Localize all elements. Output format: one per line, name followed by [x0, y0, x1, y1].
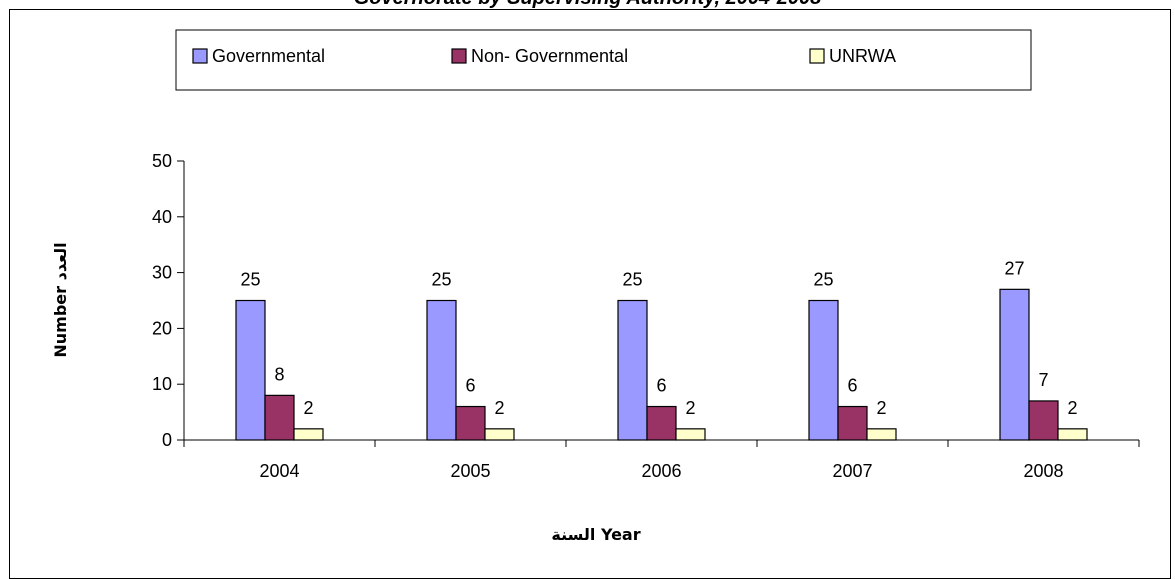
- x-category-label: 2004: [259, 461, 299, 481]
- data-label: 6: [847, 376, 857, 396]
- x-axis-title: السنة Year: [551, 525, 640, 544]
- x-category-label: 2006: [641, 461, 681, 481]
- data-label: 2: [494, 398, 504, 418]
- x-category-label: 2007: [832, 461, 872, 481]
- y-tick-label: 30: [152, 263, 172, 283]
- bar-unrwa: [293, 428, 324, 441]
- data-label: 25: [240, 270, 260, 290]
- bar-unrwa: [484, 428, 515, 441]
- legend-label: Non- Governmental: [471, 46, 628, 66]
- bar-non-governmental: [264, 394, 295, 441]
- y-tick-label: 20: [152, 318, 172, 338]
- data-label: 8: [274, 364, 284, 384]
- bars: [235, 288, 1088, 441]
- legend-label: UNRWA: [829, 46, 896, 66]
- bar-non-governmental: [455, 405, 486, 441]
- axes: 0 10 20 30 40 50 2004 2005 2006 2007 2008: [152, 151, 1140, 481]
- x-category-label: 2008: [1023, 461, 1063, 481]
- data-label: 6: [465, 376, 475, 396]
- data-label: 2: [685, 398, 695, 418]
- bar-governmental: [999, 288, 1030, 441]
- y-tick-label: 40: [152, 207, 172, 227]
- data-label: 2: [303, 398, 313, 418]
- legend-swatch: [192, 48, 208, 64]
- y-axis-title: Number العدد: [51, 242, 70, 357]
- x-category-label: 2005: [450, 461, 490, 481]
- bar-unrwa: [866, 428, 897, 441]
- legend-swatch: [809, 48, 825, 64]
- y-tick-label: 0: [162, 430, 172, 450]
- data-label: 2: [1067, 398, 1077, 418]
- bar-non-governmental: [837, 405, 868, 441]
- y-tick-label: 10: [152, 374, 172, 394]
- bar-non-governmental: [1028, 400, 1059, 441]
- bar-unrwa: [1057, 428, 1088, 441]
- data-label: 27: [1004, 258, 1024, 278]
- bar-unrwa: [675, 428, 706, 441]
- data-label: 25: [622, 270, 642, 290]
- data-label: 2: [876, 398, 886, 418]
- data-label: 25: [813, 270, 833, 290]
- legend-swatch: [451, 48, 467, 64]
- data-label: 6: [656, 376, 666, 396]
- bar-non-governmental: [646, 405, 677, 441]
- legend: Governmental Non- Governmental UNRWA: [175, 29, 1032, 91]
- data-label: 7: [1038, 370, 1048, 390]
- y-tick-label: 50: [152, 151, 172, 171]
- legend-label: Governmental: [212, 46, 325, 66]
- chart-title: Governorate by Supervising Authority, 20…: [0, 0, 1175, 10]
- bar-governmental: [426, 299, 457, 441]
- bar-governmental: [235, 299, 266, 441]
- legend-box: [175, 29, 1032, 91]
- bar-governmental: [808, 299, 839, 441]
- data-label: 25: [431, 270, 451, 290]
- bar-governmental: [617, 299, 648, 441]
